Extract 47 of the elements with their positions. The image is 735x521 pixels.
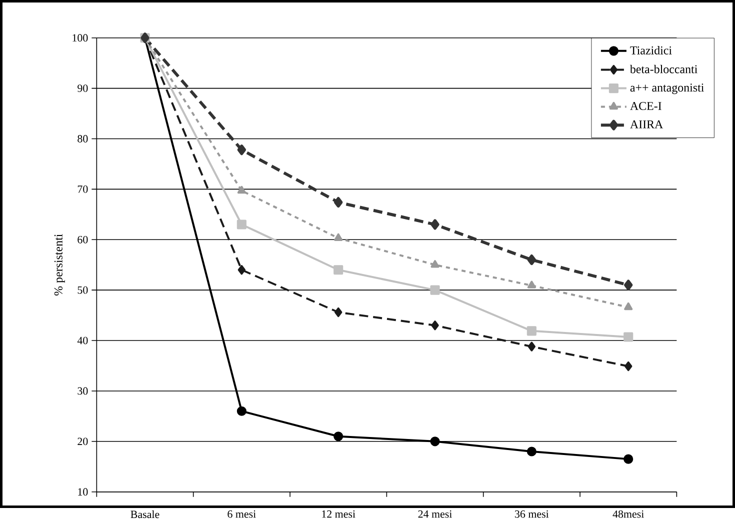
y-axis-title: % persistenti: [54, 234, 65, 296]
point: [430, 285, 440, 295]
x-tick-label: 12 mesi: [322, 510, 356, 518]
point: [430, 219, 440, 230]
x-tick-label: 24 mesi: [418, 510, 452, 518]
point: [430, 436, 440, 446]
y-tick-label: 70: [78, 185, 88, 193]
legend-label: AIIRA: [630, 120, 664, 128]
point: [236, 406, 246, 416]
y-tick-label: 20: [78, 438, 88, 445]
legend-label: ACE-I: [630, 102, 662, 110]
y-tick-label: 30: [78, 387, 88, 394]
point: [624, 454, 634, 464]
point: [334, 196, 343, 208]
legend-label: a++ antagonisti: [630, 83, 704, 94]
point: [237, 144, 246, 155]
point: [430, 260, 440, 268]
y-tick-label: 40: [77, 336, 88, 344]
y-tick-label: 80: [78, 134, 88, 142]
point: [624, 361, 632, 371]
point: [624, 332, 634, 342]
y-tick-label: 60: [78, 236, 88, 244]
legend-label: Tiazidici: [630, 46, 672, 54]
point: [334, 431, 344, 441]
y-tick-label: 10: [78, 488, 88, 496]
point: [526, 326, 536, 336]
point: [528, 342, 536, 352]
point: [624, 280, 633, 290]
point: [238, 264, 246, 274]
legend-label: beta-bloccanti: [630, 64, 698, 74]
y-tick-label: 50: [78, 286, 88, 294]
y-tick-label: 100: [72, 34, 88, 42]
point: [431, 320, 439, 330]
y-tick-label: 90: [78, 84, 88, 92]
x-tick-label: Basale: [130, 510, 160, 518]
point: [334, 307, 342, 317]
x-tick-label: 48mesi: [612, 510, 644, 518]
point: [236, 220, 246, 230]
point: [527, 254, 536, 265]
x-tick-label: 6 mesi: [228, 510, 256, 518]
point: [334, 264, 344, 274]
point: [526, 446, 536, 456]
point: [237, 186, 246, 194]
x-tick-label: 36 mesi: [515, 510, 549, 518]
point: [624, 302, 633, 310]
point: [334, 233, 343, 241]
point: [527, 280, 536, 288]
